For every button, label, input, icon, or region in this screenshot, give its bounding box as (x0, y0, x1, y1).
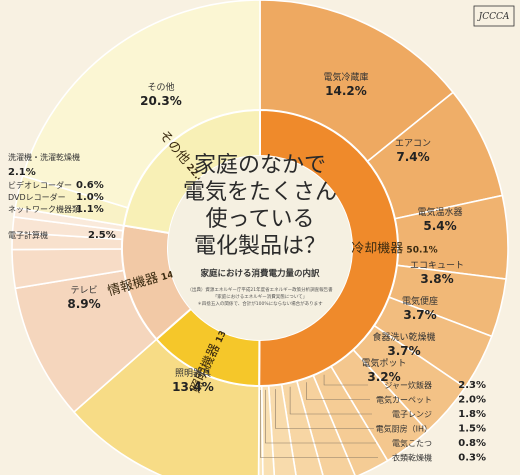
inner-ring (121, 108, 399, 388)
item-label-2: 電気温水器 (417, 206, 462, 218)
center-title-line-3: 使っている (206, 207, 315, 232)
item-value-17: 1.0% (76, 192, 104, 203)
logo-text: JCCCA (477, 12, 510, 22)
item-value-2: 5.4% (423, 219, 456, 233)
leader-line-7 (323, 374, 368, 386)
item-value-11: 0.8% (458, 438, 486, 449)
source-note-3: ＊四捨五入の関係で、合計が100%にならない場合があります (197, 300, 323, 307)
item-label-14: テレビ (70, 285, 97, 296)
item-label-19: 洗濯機・洗濯乾燥機 (8, 152, 80, 162)
item-value-12: 0.3% (458, 453, 486, 464)
outer-ring (11, 0, 509, 475)
item-label-15: 電子計算機 (8, 230, 48, 240)
item-label-9: 電子レンジ (392, 410, 432, 419)
item-value-6: 3.2% (367, 370, 400, 384)
item-value-18: 0.6% (76, 180, 104, 191)
item-label-11: 電気こたつ (392, 438, 432, 448)
logo: JCCCA (473, 5, 515, 27)
center-subtitle: 家庭における消費電力量の内訳 (200, 268, 320, 279)
item-label-13: 照明器具 (175, 368, 211, 379)
item-value-7: 2.3% (458, 380, 486, 391)
item-value-3: 3.8% (420, 272, 453, 286)
item-value-19: 2.1% (8, 167, 36, 178)
item-label-16: ネットワーク機器類 (8, 204, 80, 214)
item-value-13: 13.4% (172, 380, 214, 394)
item-value-15: 2.5% (88, 230, 116, 241)
center-title-line-2: 電気をたくさん (183, 180, 337, 205)
item-value-9: 1.8% (458, 409, 486, 420)
leader-line-10 (275, 389, 374, 429)
item-value-4: 3.7% (403, 308, 436, 322)
item-label-1: エアコン (395, 139, 431, 149)
item-label-8: 電気カーペット (376, 395, 432, 405)
item-label-18: ビデオレコーダー (8, 180, 72, 190)
center-title-line-1: 家庭のなかで (194, 153, 326, 178)
item-label-4: 電気便座 (402, 295, 438, 307)
item-value-14: 8.9% (67, 297, 100, 311)
item-label-17: DVDレコーダー (8, 192, 66, 202)
logo-frame (473, 5, 515, 27)
center-title-line-4: 電化製品は？ (194, 234, 326, 259)
item-label-7: ジャー炊飯器 (384, 380, 432, 390)
leader-line-9 (289, 386, 372, 415)
item-value-8: 2.0% (458, 395, 486, 406)
item-value-0: 14.2% (325, 84, 367, 98)
item-label-20: その他 (147, 81, 174, 93)
item-label-3: エコキュート (410, 261, 464, 271)
item-value-10: 1.5% (458, 424, 486, 435)
leader-line-8 (306, 382, 370, 400)
leader-line-12 (260, 389, 378, 458)
item-label-6: 電気ポット (361, 357, 406, 369)
item-label-10: 電気厨房（IH） (376, 424, 432, 434)
leader-line-11 (265, 389, 376, 444)
item-value-20: 20.3% (140, 94, 182, 108)
item-label-0: 電気冷蔵庫 (323, 71, 368, 83)
center-panel: 家庭のなかで 電気をたくさん 使っている 電化製品は？ 家庭における消費電力量の… (168, 153, 352, 340)
source-note-1: （出典）資源エネルギー庁平成21年度省エネルギー政策分析調査報告書 (187, 286, 333, 293)
leader-lines (260, 374, 378, 458)
center-disc (168, 156, 352, 340)
item-label-5: 食器洗い乾燥機 (372, 331, 435, 343)
source-note-2: 「家庭におけるエネルギー消費実態について」 (213, 293, 307, 300)
item-value-16: 1.1% (76, 204, 104, 215)
item-label-12: 衣類乾燥機 (392, 453, 432, 463)
item-value-5: 3.7% (387, 344, 420, 358)
item-value-1: 7.4% (396, 150, 429, 164)
